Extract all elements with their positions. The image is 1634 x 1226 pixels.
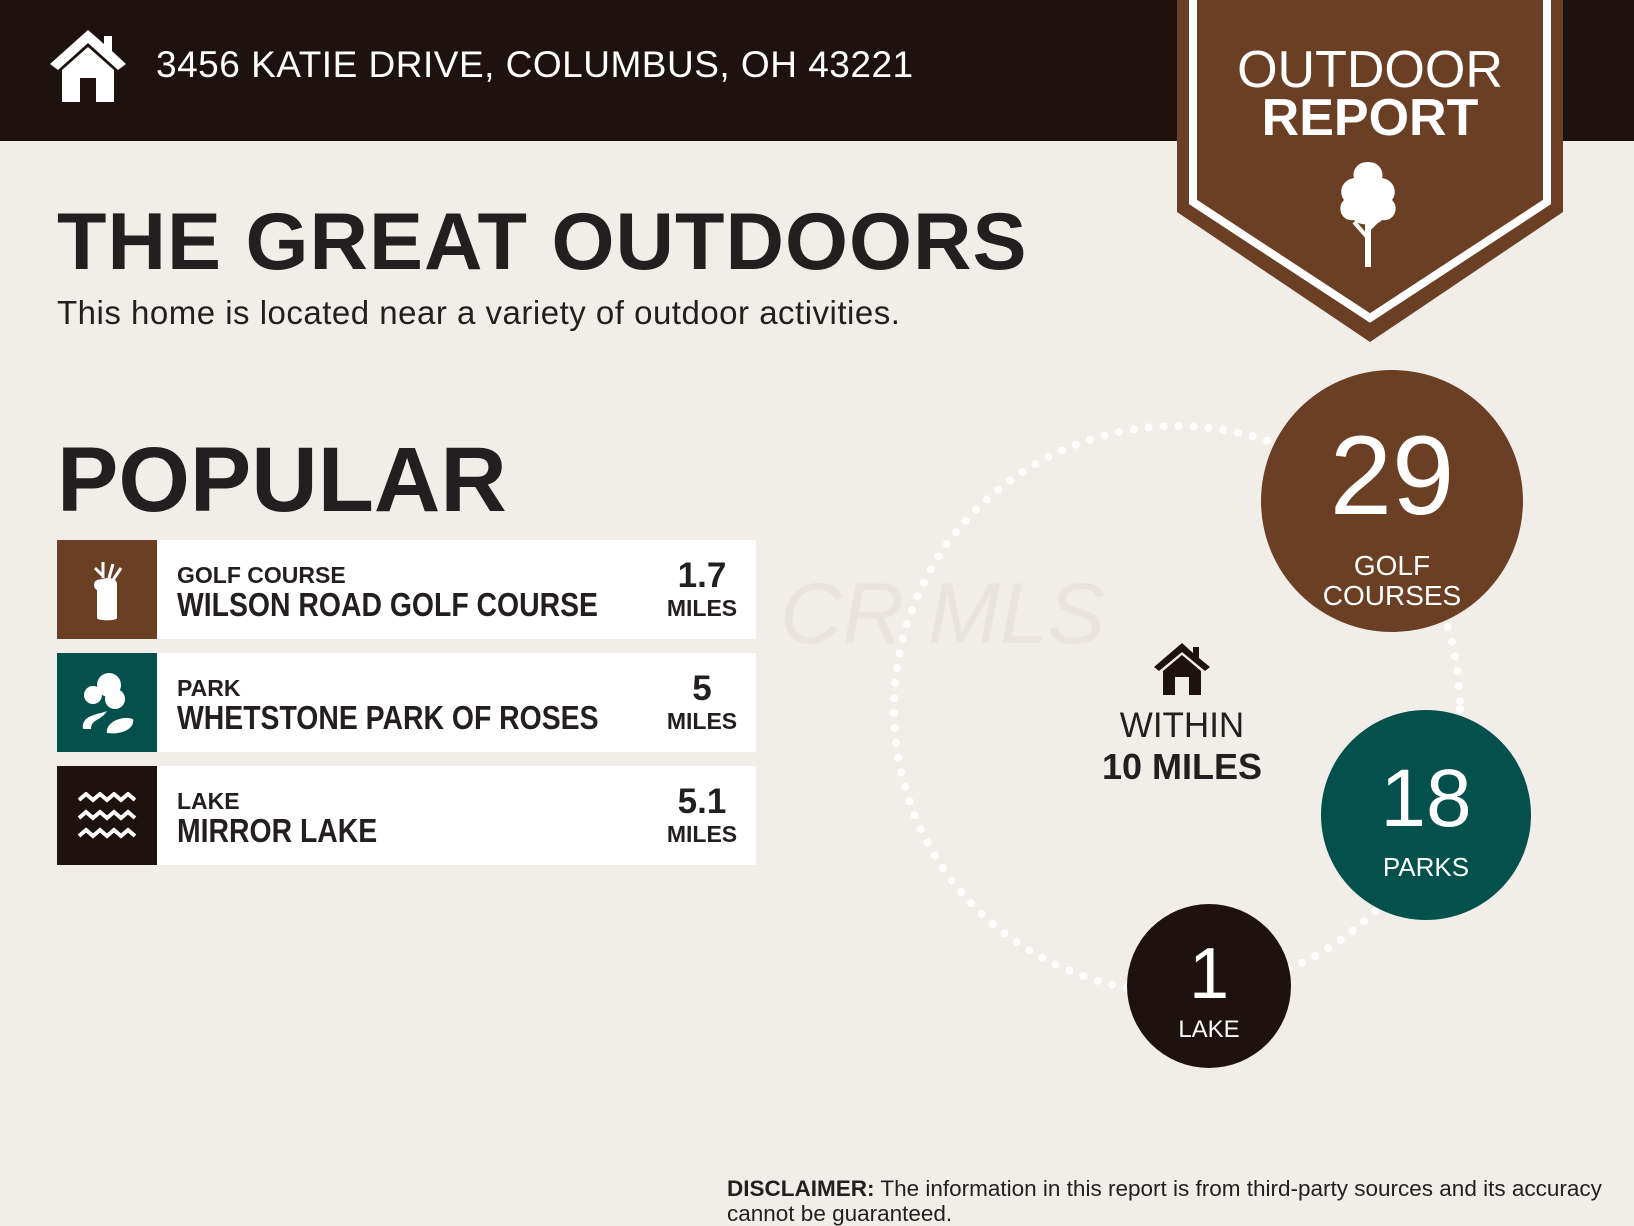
disclaimer: DISCLAIMER: The information in this repo… (727, 1176, 1607, 1226)
lakes-count: 1 (1188, 934, 1230, 1014)
item-distance: 5 (692, 669, 712, 708)
item-distance-unit: MILES (666, 594, 738, 621)
house-icon (50, 30, 126, 102)
page-subtitle: This home is located near a variety of o… (57, 294, 901, 331)
item-distance: 5.1 (677, 782, 727, 821)
house-icon (1154, 643, 1210, 695)
within-distance: 10 MILES (1101, 746, 1263, 787)
lakes-count-circle: 1 LAKE (1127, 904, 1291, 1068)
park-trees-icon (57, 653, 157, 752)
waves-icon (57, 766, 157, 865)
golf-bag-icon (57, 540, 157, 639)
golf-count: 29 (1329, 413, 1455, 538)
parks-label: PARKS (1382, 852, 1470, 882)
item-distance-unit: MILES (666, 820, 738, 847)
golf-label-1: GOLF (1353, 550, 1431, 581)
watermark: CR MLS (780, 566, 1105, 662)
item-distance-unit: MILES (666, 707, 738, 734)
list-item: GOLF COURSE WILSON ROAD GOLF COURSE 1.7 M… (57, 540, 756, 639)
badge-title-line2: REPORT (1261, 89, 1479, 147)
popular-heading: POPULAR (57, 429, 507, 531)
within-label: WITHIN (1119, 706, 1245, 745)
item-distance: 1.7 (677, 556, 727, 595)
page-title: THE GREAT OUTDOORS (57, 197, 1028, 287)
item-name: WILSON ROAD GOLF COURSE (177, 586, 598, 623)
tree-icon (1340, 162, 1396, 267)
item-category: LAKE (177, 788, 240, 814)
item-name: MIRROR LAKE (177, 812, 378, 849)
item-category: PARK (177, 675, 241, 701)
property-address: 3456 KATIE DRIVE, COLUMBUS, OH 43221 (156, 44, 914, 85)
disclaimer-label: DISCLAIMER: (727, 1176, 875, 1201)
list-item: LAKE MIRROR LAKE 5.1 MILES (57, 766, 756, 865)
parks-count: 18 (1380, 753, 1472, 844)
lakes-label: LAKE (1178, 1016, 1240, 1043)
golf-label-2: COURSES (1322, 580, 1462, 611)
item-category: GOLF COURSE (177, 562, 346, 588)
list-item: PARK WHETSTONE PARK OF ROSES 5 MILES (57, 653, 756, 752)
badge-title-line1: OUTDOOR (1237, 41, 1503, 99)
parks-count-circle: 18 PARKS (1321, 710, 1531, 920)
item-name: WHETSTONE PARK OF ROSES (177, 699, 599, 736)
disclaimer-text: The information in this report is from t… (727, 1176, 1602, 1226)
golf-count-circle: 29 GOLF COURSES (1261, 370, 1523, 632)
